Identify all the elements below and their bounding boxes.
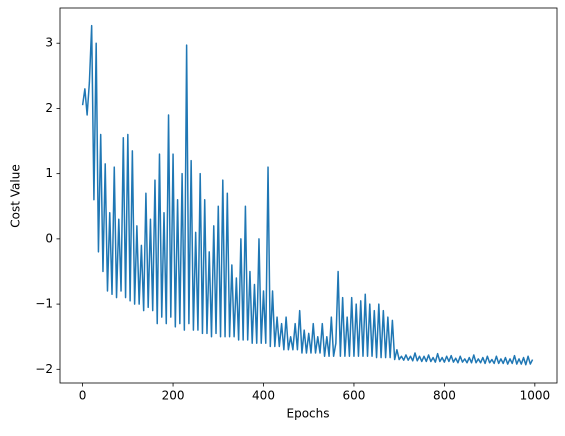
y-axis-label: Cost Value	[9, 164, 23, 227]
x-tick-label: 200	[162, 389, 185, 403]
x-tick-label: 600	[342, 389, 365, 403]
cost-line	[81, 24, 534, 366]
axes-frame	[59, 7, 558, 384]
y-tick-label: 1	[45, 166, 53, 180]
x-tick-label: 400	[252, 389, 275, 403]
x-tick-label: 1000	[520, 389, 551, 403]
y-tick-label: 0	[45, 231, 53, 245]
x-axis-label: Epochs	[287, 407, 330, 421]
x-tick-label: 800	[433, 389, 456, 403]
y-tick-label: 3	[45, 36, 53, 50]
y-tick-label: −2	[35, 362, 53, 376]
x-tick-label: 0	[79, 389, 87, 403]
y-tick-label: 2	[45, 101, 53, 115]
y-tick-label: −1	[35, 297, 53, 311]
